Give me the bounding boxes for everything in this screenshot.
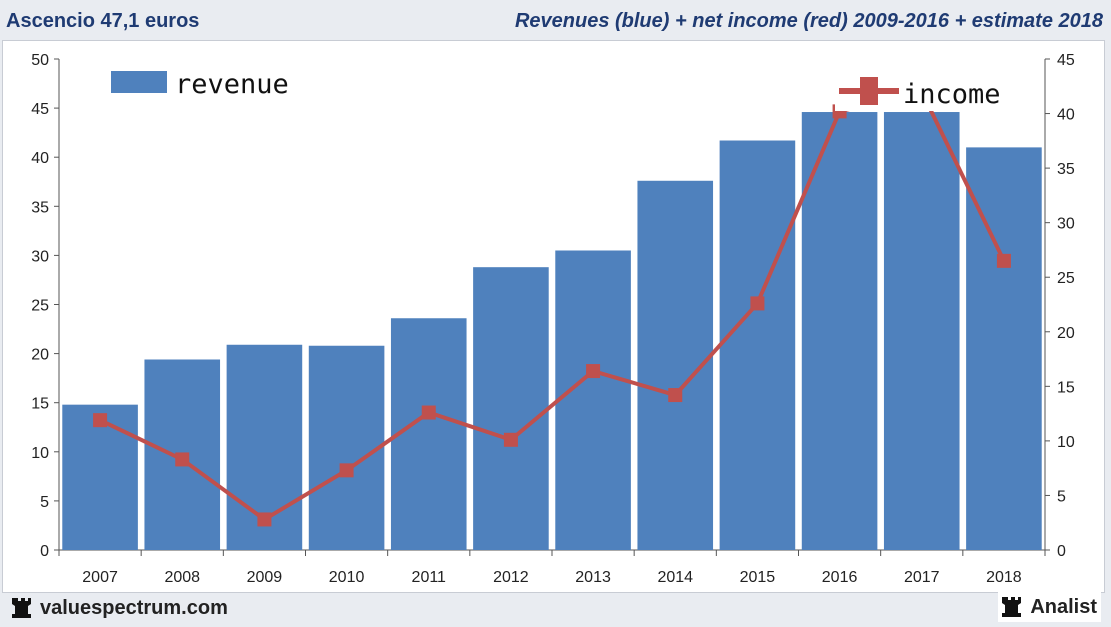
x-tick-label: 2012 <box>493 569 529 586</box>
x-tick-label: 2018 <box>986 569 1022 586</box>
footer-partner-label: Analist <box>1030 595 1097 618</box>
revenue-bars <box>62 112 1042 551</box>
income-point <box>175 452 190 467</box>
y-left-tick-label: 20 <box>31 347 49 364</box>
revenue-bar <box>966 147 1042 550</box>
x-tick-label: 2014 <box>657 569 693 586</box>
y-right-tick-label: 0 <box>1057 543 1066 560</box>
legend: revenue income <box>111 69 1001 111</box>
income-point <box>503 432 518 447</box>
income-point <box>996 253 1011 268</box>
y-right-tick-label: 40 <box>1057 107 1075 124</box>
y-right-tick-label: 15 <box>1057 379 1075 396</box>
revenue-bar <box>473 267 549 550</box>
y-right-tick-label: 10 <box>1057 434 1075 451</box>
revenue-bar <box>308 345 385 550</box>
rook-icon <box>1002 597 1022 617</box>
y-right-tick-label: 20 <box>1057 325 1075 342</box>
y-left-tick-label: 15 <box>31 396 49 413</box>
y-left-tick-label: 50 <box>31 52 49 69</box>
income-point <box>257 512 272 527</box>
y-left-tick-label: 10 <box>31 445 49 462</box>
footer-brand: valuespectrum.com <box>12 594 228 622</box>
y-left-tick-label: 5 <box>40 494 49 511</box>
income-point <box>93 413 108 428</box>
legend-revenue-swatch <box>111 71 167 93</box>
income-point <box>668 388 683 403</box>
income-point <box>421 405 436 420</box>
x-tick-label: 2015 <box>740 569 776 586</box>
y-left-tick-label: 40 <box>31 150 49 167</box>
revenue-bar <box>555 250 631 551</box>
x-tick-label: 2017 <box>904 569 940 586</box>
income-point <box>339 463 354 478</box>
revenue-bar <box>719 140 796 551</box>
y-right-tick-label: 5 <box>1057 488 1066 505</box>
chart-title-left: Ascencio 47,1 euros <box>6 10 200 32</box>
legend-income-label: income <box>903 79 1001 110</box>
y-right-tick-label: 45 <box>1057 52 1075 69</box>
x-tick-label: 2007 <box>82 569 118 586</box>
rook-icon <box>12 598 31 618</box>
revenue-bar <box>390 318 467 550</box>
x-tick-label: 2016 <box>822 569 858 586</box>
revenue-bar <box>801 112 878 550</box>
x-tick-label: 2011 <box>412 569 447 586</box>
combo-chart: 0 5 10 15 20 25 30 35 40 45 50 0 5 10 15 20 25 30 35 40 45 20… <box>31 52 1075 586</box>
legend-income-marker <box>860 77 878 105</box>
y-left-tick-label: 0 <box>40 543 49 560</box>
chart-title-right: Revenues (blue) + net income (red) 2009-… <box>514 10 1103 32</box>
y-left-tick-label: 30 <box>31 248 49 265</box>
x-tick-label: 2009 <box>247 569 283 586</box>
legend-revenue-label: revenue <box>175 69 289 100</box>
axes: 0 5 10 15 20 25 30 35 40 45 50 0 5 10 15 20 25 30 35 40 45 20… <box>31 52 1075 586</box>
y-right-tick-label: 30 <box>1057 216 1075 233</box>
y-left-tick-label: 35 <box>31 199 49 216</box>
y-right-tick-label: 35 <box>1057 161 1075 178</box>
y-left-tick-label: 45 <box>31 101 49 118</box>
chart-panel: 0 5 10 15 20 25 30 35 40 45 50 0 5 10 15 20 25 30 35 40 45 20… <box>2 40 1105 593</box>
x-tick-label: 2013 <box>575 569 611 586</box>
income-point <box>586 364 601 379</box>
y-right-tick-label: 25 <box>1057 270 1075 287</box>
x-tick-label: 2008 <box>164 569 200 586</box>
x-tick-label: 2010 <box>329 569 365 586</box>
footer-partner: Analist <box>998 592 1101 622</box>
revenue-bar <box>883 112 960 550</box>
y-left-tick-label: 25 <box>31 298 49 315</box>
income-point <box>750 296 765 311</box>
revenue-bar <box>62 404 138 550</box>
footer-brand-label: valuespectrum.com <box>40 596 228 619</box>
